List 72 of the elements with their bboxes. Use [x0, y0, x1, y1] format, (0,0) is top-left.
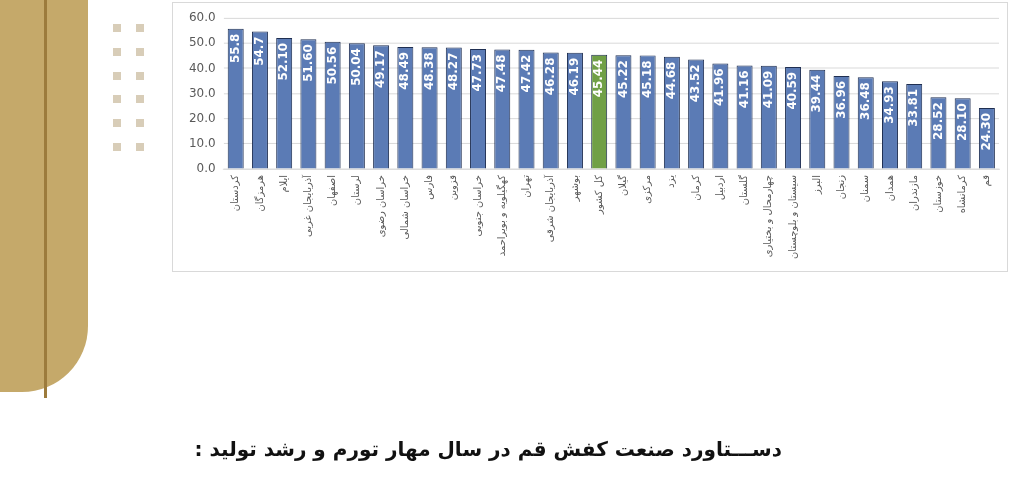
y-tick-label: 0.0	[196, 161, 216, 176]
data-label: 46.28	[542, 57, 557, 96]
data-label: 36.96	[833, 81, 848, 119]
x-tick-label: گلستان	[738, 174, 750, 206]
x-tick-label: کل کشور	[592, 174, 604, 215]
x-tick-label: ایلام	[277, 175, 289, 193]
data-label: 54.7	[252, 36, 267, 66]
x-tick-label: تهران	[520, 174, 533, 198]
x-tick-label: سمنان	[859, 175, 871, 203]
data-label: 28.52	[930, 102, 945, 140]
x-tick-label: سیستان و بلوچستان	[786, 175, 798, 259]
data-label: 45.44	[591, 59, 606, 98]
y-tick-label: 50.0	[188, 35, 216, 50]
y-tick-label: 20.0	[188, 110, 216, 125]
x-tick-label: یزد	[665, 174, 677, 188]
data-label: 48.27	[445, 52, 460, 91]
x-tick-label: آذربایجان شرقی	[543, 173, 556, 243]
data-label: 45.18	[639, 60, 654, 99]
x-tick-label: هرمزگان	[253, 175, 265, 212]
data-label: 41.16	[736, 70, 751, 109]
x-tick-label: خراسان شمالی	[398, 175, 410, 240]
x-tick-label: کردستان	[229, 174, 241, 212]
data-label: 48.49	[397, 52, 412, 90]
x-tick-label: زنجان	[835, 174, 847, 200]
data-label: 43.52	[688, 64, 703, 103]
data-label: 36.48	[857, 82, 872, 120]
x-tick-label: مازندران	[907, 175, 919, 211]
data-label: 50.04	[348, 48, 363, 86]
x-tick-label: اصفهان	[326, 175, 339, 207]
data-label: 45.22	[615, 60, 630, 98]
data-label: 52.10	[276, 42, 291, 81]
x-tick-label: کرمانشاه	[956, 174, 968, 214]
data-label: 44.68	[663, 61, 679, 100]
data-label: 40.59	[785, 71, 800, 110]
data-label: 47.48	[494, 54, 509, 93]
data-label: 39.44	[809, 74, 824, 113]
data-label: 33.81	[906, 88, 921, 127]
x-tick-label: بوشهر	[568, 175, 581, 203]
y-tick-label: 30.0	[188, 85, 216, 100]
data-label: 47.42	[518, 54, 533, 93]
data-label: 46.19	[567, 57, 582, 96]
x-tick-label: گیلان	[616, 174, 629, 196]
x-tick-label: لرستان	[350, 175, 362, 206]
x-tick-label: چهارمحال و بختیاری	[762, 175, 775, 258]
data-label: 55.8	[227, 33, 242, 64]
x-tick-label: قزوین	[447, 174, 459, 201]
x-tick-label: البرز	[810, 175, 822, 196]
x-tick-label: اردبیل	[713, 175, 725, 201]
x-tick-label: خوزستان	[932, 175, 944, 213]
x-tick-label: خراسان رضوی	[374, 175, 386, 238]
x-tick-label: قم	[980, 174, 993, 187]
y-tick-label: 40.0	[188, 60, 216, 75]
data-label: 50.56	[324, 46, 339, 85]
x-tick-label: همدان	[883, 175, 895, 202]
x-tick-label: فارس	[423, 174, 435, 200]
data-label: 28.10	[954, 103, 969, 141]
data-label: 41.96	[712, 68, 727, 107]
x-tick-label: آذربایجان غربی	[300, 173, 313, 238]
data-label: 48.38	[421, 52, 436, 90]
data-label: 47.73	[470, 53, 485, 92]
text: دســـتاورد صنعت کفش قم در سال مهار تورم و رشد تولید :	[194, 437, 782, 461]
x-tick-label: مرکزی	[641, 175, 653, 204]
y-tick-label: 60.0	[188, 10, 216, 25]
data-label: 51.60	[300, 44, 315, 82]
data-label: 41.09	[760, 70, 775, 109]
data-label: 24.30	[978, 112, 994, 151]
x-tick-label: کهگیلویه و بویراحمد	[495, 174, 508, 257]
y-tick-label: 10.0	[188, 136, 216, 151]
x-tick-label: کرمان	[689, 174, 701, 201]
data-label: 34.93	[882, 86, 897, 124]
data-label: 49.17	[373, 50, 388, 88]
x-tick-label: خراسان جنوبی	[471, 175, 483, 237]
